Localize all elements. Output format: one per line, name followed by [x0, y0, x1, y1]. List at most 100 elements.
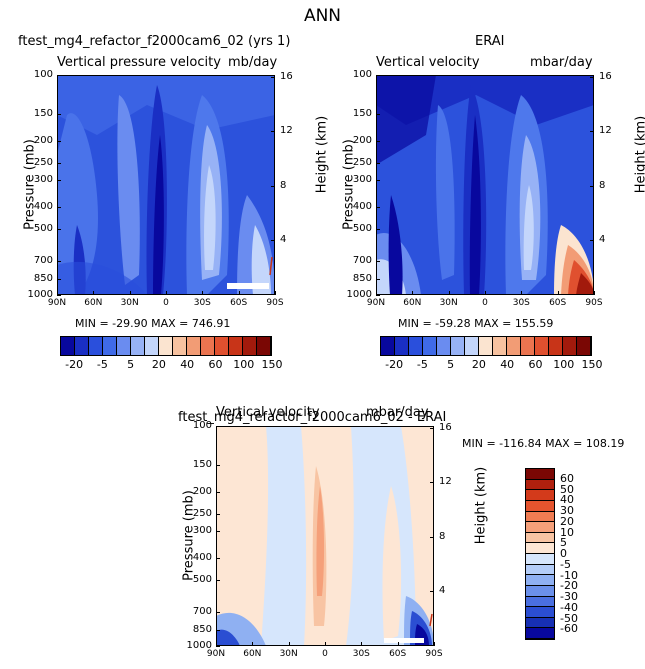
pressure-tick-label: 250 — [33, 156, 53, 168]
height-tick-label: 4 — [439, 585, 446, 597]
pressure-tick — [57, 179, 61, 181]
pressure-tick-label: 700 — [192, 605, 212, 617]
colorbar-label: 5 — [447, 358, 455, 371]
panel-title-model: ftest_mg4_refactor_f2000cam6_02 (yrs 1) — [18, 34, 291, 49]
colorbar-swatch — [437, 337, 451, 355]
pressure-tick-label: 250 — [352, 156, 372, 168]
latitude-tick — [397, 642, 399, 646]
pressure-tick-label: 850 — [352, 273, 372, 285]
latitude-tick-label: 90S — [585, 298, 603, 308]
pressure-tick — [216, 426, 220, 427]
colorbar-label: -5 — [416, 358, 428, 371]
pressure-tick-label: 100 — [192, 420, 212, 431]
latitude-tick — [238, 291, 240, 295]
pressure-tick — [57, 228, 61, 230]
colorbar-label: -20 — [560, 579, 578, 593]
height-tick — [271, 131, 275, 133]
pressure-tick-label: 200 — [352, 135, 372, 147]
colorbar-label: -50 — [560, 611, 578, 625]
pressure-tick-label: 100 — [352, 69, 372, 80]
colorbar-swatch — [201, 337, 215, 355]
colorbar-swatch — [526, 532, 554, 544]
colorbar-label: 20 — [560, 514, 574, 528]
pressure-tick — [216, 611, 220, 613]
colorbar-swatch — [479, 337, 493, 355]
latitude-tick-label: 0 — [163, 298, 169, 308]
colorbar-swatch — [526, 543, 554, 554]
latitude-tick — [166, 291, 167, 295]
height-axis-label: Height (km) — [314, 115, 330, 194]
height-tick — [430, 536, 434, 538]
colorbar-swatch — [526, 490, 554, 501]
colorbar-label: -5 — [96, 358, 108, 371]
pressure-tick-label: 400 — [352, 201, 372, 213]
pressure-tick-label: 300 — [352, 173, 372, 185]
pressure-tick — [376, 113, 380, 115]
latitude-tick — [434, 642, 435, 646]
height-tick — [430, 482, 434, 484]
panel-left-label-model: Vertical pressure velocity — [57, 55, 221, 70]
pressure-tick — [216, 558, 220, 560]
height-tick-label: 12 — [280, 125, 293, 137]
latitude-tick-label: 0 — [482, 298, 488, 308]
colorbar-swatch — [526, 554, 554, 565]
pressure-tick — [376, 260, 380, 262]
pressure-tick — [216, 530, 220, 532]
colorbar-label: 40 — [560, 493, 574, 507]
colorbar-swatch — [451, 337, 465, 355]
latitude-tick-label: 90S — [266, 298, 284, 308]
colorbar-label: 150 — [581, 358, 603, 371]
height-tick — [590, 131, 594, 133]
pressure-tick-label: 250 — [192, 507, 212, 519]
latitude-tick — [485, 291, 486, 295]
pressure-tick — [376, 162, 380, 164]
pressure-tick — [376, 295, 380, 296]
latitude-tick-label: 60S — [389, 649, 407, 659]
contour-plot-diff — [216, 426, 434, 646]
pressure-tick-label: 400 — [192, 552, 212, 564]
colorbar-swatch — [159, 337, 173, 355]
colorbar-swatch — [465, 337, 479, 355]
colorbar-label: 5 — [560, 536, 567, 550]
latitude-tick-label: 90N — [206, 649, 226, 659]
height-tick-label: 12 — [439, 476, 452, 488]
latitude-tick — [202, 291, 204, 295]
colorbar-label: 30 — [560, 504, 574, 517]
latitude-tick-label: 90N — [47, 298, 67, 308]
colorbar-label: 40 — [180, 358, 195, 371]
pressure-tick — [376, 228, 380, 230]
pressure-tick — [57, 75, 61, 76]
pressure-tick — [57, 295, 61, 296]
height-axis-label: Height (km) — [473, 466, 489, 545]
colorbar-swatch — [229, 337, 243, 355]
height-tick — [271, 185, 275, 187]
panel-right-label-model: mb/day — [228, 55, 278, 70]
colorbar-label: -30 — [560, 590, 578, 603]
pressure-tick — [376, 75, 380, 76]
colorbar-swatch — [526, 596, 554, 608]
panel-right-label-obs: mbar/day — [530, 55, 593, 70]
colorbar-swatch — [526, 585, 554, 597]
pressure-tick-label: 1000 — [186, 640, 212, 651]
colorbar-swatch — [493, 337, 507, 355]
pressure-tick-label: 150 — [192, 458, 212, 470]
colorbar-swatch — [215, 337, 229, 355]
colorbar-label: 10 — [560, 525, 574, 539]
pressure-tick — [57, 113, 61, 115]
latitude-tick-label: 60S — [549, 298, 567, 308]
panel-right-label-diff: mbar/day — [366, 405, 429, 420]
panel-title-obs: ERAI — [475, 34, 505, 49]
colorbar-swatch — [526, 511, 554, 523]
colorbar-swatch — [243, 337, 257, 355]
latitude-tick-label: 30S — [512, 298, 530, 308]
latitude-tick — [594, 291, 595, 295]
colorbar-model — [60, 336, 272, 356]
colorbar-swatch — [526, 575, 554, 586]
height-tick-label: 8 — [439, 530, 446, 542]
pressure-tick-label: 150 — [352, 107, 372, 119]
latitude-tick — [325, 642, 326, 646]
latitude-tick-label: 60S — [230, 298, 248, 308]
pressure-tick — [57, 141, 61, 143]
pressure-tick — [376, 207, 380, 209]
colorbar-swatch — [526, 564, 554, 576]
